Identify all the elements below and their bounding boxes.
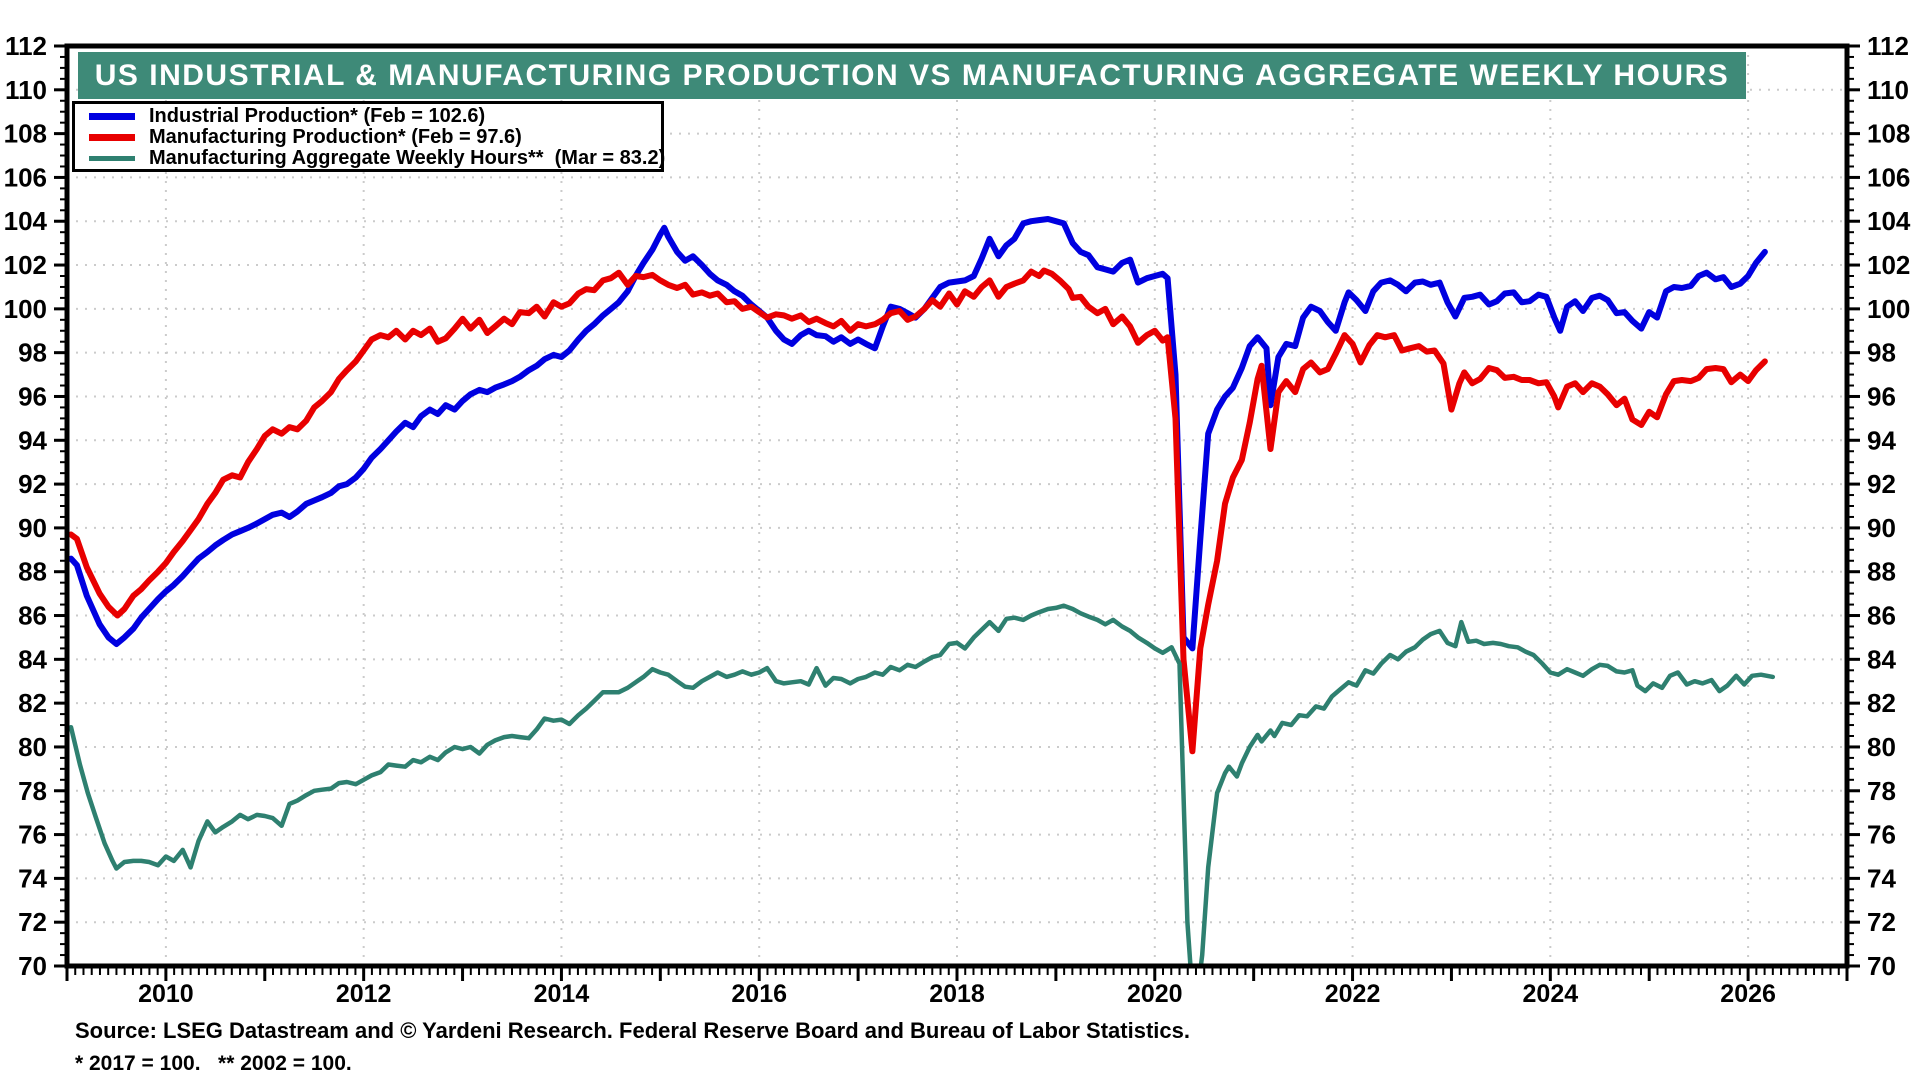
y-axis-label-left: 84 <box>18 644 47 674</box>
source-text: Source: LSEG Datastream and © Yardeni Re… <box>75 1018 1190 1043</box>
y-axis-label-left: 100 <box>4 294 47 324</box>
y-axis-label-right: 86 <box>1867 601 1896 631</box>
legend-item-industrial-production: Industrial Production* (Feb = 102.6) <box>75 105 661 127</box>
y-axis-label-left: 70 <box>18 951 47 981</box>
y-axis-label-left: 76 <box>18 820 47 850</box>
y-axis-label-left: 104 <box>4 206 48 236</box>
y-axis-label-left: 98 <box>18 338 47 368</box>
legend-label-aggregate-weekly-hours: Manufacturing Aggregate Weekly Hours** (… <box>149 147 666 169</box>
chart-title: US INDUSTRIAL & MANUFACTURING PRODUCTION… <box>94 58 1730 92</box>
legend-item-aggregate-weekly-hours: Manufacturing Aggregate Weekly Hours** (… <box>75 147 665 169</box>
y-axis-label-right: 76 <box>1867 820 1896 850</box>
y-axis-label-left: 72 <box>18 907 47 937</box>
y-axis-label-left: 94 <box>18 425 47 455</box>
legend-item-manufacturing-production: Manufacturing Production* (Feb = 97.6) <box>75 126 661 148</box>
x-axis-label: 2012 <box>336 980 392 1008</box>
y-axis-label-left: 88 <box>18 557 47 587</box>
y-axis-label-right: 100 <box>1867 294 1910 324</box>
x-axis-label: 2010 <box>138 980 194 1008</box>
y-axis-label-right: 82 <box>1867 688 1896 718</box>
y-axis-label-left: 112 <box>5 31 47 61</box>
y-axis-label-right: 98 <box>1867 338 1896 368</box>
y-axis-label-left: 82 <box>18 688 47 718</box>
y-axis-label-left: 80 <box>18 732 47 762</box>
y-axis-label-right: 90 <box>1867 513 1896 543</box>
y-axis-label-right: 72 <box>1867 907 1896 937</box>
y-axis-label-left: 106 <box>4 162 47 192</box>
y-axis-label-right: 78 <box>1867 776 1896 806</box>
y-axis-label-left: 74 <box>18 863 47 893</box>
y-axis-label-left: 78 <box>18 776 47 806</box>
x-axis-label: 2014 <box>534 980 590 1008</box>
x-axis-label: 2022 <box>1325 980 1381 1008</box>
y-axis-label-left: 102 <box>4 250 47 280</box>
y-axis-label-left: 110 <box>5 75 47 105</box>
chart-title-bar: US INDUSTRIAL & MANUFACTURING PRODUCTION… <box>78 52 1746 99</box>
legend-swatch-manufacturing-production <box>89 134 135 141</box>
legend-swatch-industrial-production <box>89 113 135 120</box>
legend: Industrial Production* (Feb = 102.6) Man… <box>72 101 665 172</box>
legend-swatch-aggregate-weekly-hours <box>89 156 135 161</box>
y-axis-label-right: 84 <box>1867 644 1896 674</box>
x-axis-label: 2026 <box>1720 980 1776 1008</box>
y-axis-label-left: 92 <box>18 469 47 499</box>
x-axis-label: 2018 <box>929 980 985 1008</box>
y-axis-label-right: 110 <box>1867 75 1909 105</box>
x-axis-label: 2016 <box>731 980 787 1008</box>
y-axis-label-right: 96 <box>1867 381 1896 411</box>
y-axis-label-right: 108 <box>1867 119 1910 149</box>
y-axis-label-left: 90 <box>18 513 47 543</box>
y-axis-label-right: 92 <box>1867 469 1896 499</box>
y-axis-label-right: 88 <box>1867 557 1896 587</box>
x-axis-label: 2020 <box>1127 980 1183 1008</box>
y-axis-label-left: 108 <box>4 119 47 149</box>
y-axis-label-right: 112 <box>1867 31 1909 61</box>
y-axis-label-right: 106 <box>1867 162 1910 192</box>
y-axis-label-right: 70 <box>1867 951 1896 981</box>
y-axis-label-right: 102 <box>1867 250 1910 280</box>
legend-label-industrial-production: Industrial Production* (Feb = 102.6) <box>149 105 486 127</box>
y-axis-label-left: 96 <box>18 381 47 411</box>
y-axis-label-right: 104 <box>1867 206 1911 236</box>
y-axis-label-right: 74 <box>1867 863 1896 893</box>
y-axis-label-right: 80 <box>1867 732 1896 762</box>
legend-label-manufacturing-production: Manufacturing Production* (Feb = 97.6) <box>149 126 522 148</box>
footnote-text: * 2017 = 100. ** 2002 = 100. <box>75 1052 352 1075</box>
y-axis-label-left: 86 <box>18 601 47 631</box>
y-axis-label-right: 94 <box>1867 425 1896 455</box>
x-axis-label: 2024 <box>1523 980 1579 1008</box>
